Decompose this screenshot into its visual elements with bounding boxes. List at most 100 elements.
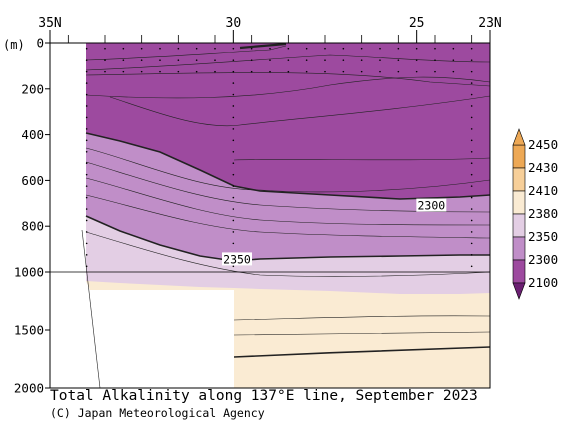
chart-title: Total Alkalinity along 137°E line, Septe… [50, 388, 478, 404]
sample-dot [159, 59, 161, 61]
colorbar-swatch [512, 190, 526, 215]
sample-dot [85, 128, 88, 130]
sample-dot [85, 196, 88, 199]
sample-dot [415, 59, 418, 61]
colorbar-extend-top [512, 128, 526, 146]
sample-dot [159, 70, 161, 73]
y-unit-label: (m) [3, 38, 25, 52]
contour-line [233, 315, 490, 321]
contour-line [233, 157, 490, 161]
sample-dot [104, 47, 106, 50]
sample-dot [195, 47, 198, 50]
sample-dot [104, 70, 106, 73]
contour-line [85, 147, 490, 193]
contour-line [109, 95, 490, 127]
sample-dot [177, 47, 180, 50]
sample-dot [470, 139, 473, 142]
sample-dot [232, 185, 235, 187]
colorbar-swatch [512, 236, 526, 261]
contour-line [85, 231, 490, 277]
contour-2300-line [85, 132, 490, 200]
sample-dot [85, 242, 88, 245]
sample-dot [232, 196, 235, 199]
sample-dot [232, 116, 235, 119]
colorbar-swatch [512, 213, 526, 238]
contour-line [85, 76, 490, 99]
sample-dot [232, 150, 235, 153]
contour-line [85, 54, 490, 71]
sample-dot [85, 231, 88, 233]
sample-dot [85, 93, 88, 96]
x-axis-labels: 35N 30 25 23N [38, 16, 502, 43]
sample-dot [434, 47, 436, 50]
sample-dot [324, 70, 326, 73]
y-tick-label: 200 [21, 81, 44, 96]
sample-dot [287, 47, 290, 50]
sample-dot [470, 208, 473, 210]
contour-label-bg [416, 198, 447, 212]
sample-dot [287, 70, 290, 73]
no-data-shelf [50, 43, 90, 290]
station-ticks [67, 35, 473, 43]
sample-dot [232, 139, 235, 142]
sample-dot [397, 47, 400, 50]
contour-label: 2300 [417, 199, 445, 213]
x-tick-label: 30 [226, 16, 242, 31]
contour-line [85, 72, 490, 87]
y-axis-labels: 0 200 400 600 800 1000 1500 2000 [14, 36, 50, 396]
sample-dot [470, 196, 473, 199]
sample-dot [232, 93, 235, 96]
sample-dot [232, 128, 235, 130]
sample-dot [360, 70, 363, 73]
sample-dot [342, 47, 345, 50]
sample-dot [140, 70, 143, 73]
sample-dot [452, 70, 455, 73]
sample-dot [269, 47, 271, 50]
sample-dot [140, 47, 143, 50]
x-tick-label: 25 [409, 16, 425, 31]
sample-dot [232, 82, 235, 84]
sample-dot [324, 59, 326, 61]
sample-dot [85, 185, 88, 187]
sample-dot [452, 59, 455, 61]
sample-dot [177, 70, 180, 73]
sample-dot [470, 162, 473, 165]
sample-dot [232, 59, 235, 61]
sample-dot [232, 265, 235, 268]
contour-line [85, 177, 490, 226]
sample-dot [470, 254, 473, 256]
y-tick-label: 2000 [14, 381, 44, 396]
sample-dot [287, 59, 290, 61]
sample-dot [305, 70, 308, 73]
sample-dot [269, 70, 271, 73]
sample-dot [470, 150, 473, 153]
sample-dot [232, 231, 235, 233]
sample-dot [470, 70, 473, 73]
contour-line [85, 45, 287, 61]
sample-dot [470, 47, 473, 50]
sample-dot [122, 59, 125, 61]
sample-dot [177, 59, 180, 61]
sample-dot [232, 162, 235, 165]
contour-2380-line [233, 346, 490, 358]
sample-dot [415, 70, 418, 73]
colorbar-label: 2300 [528, 252, 558, 267]
sample-dot [232, 173, 235, 176]
sample-dot [85, 139, 88, 142]
y-tick-label: 0 [36, 36, 44, 51]
sample-dot [470, 105, 473, 107]
sample-dot [85, 173, 88, 176]
sample-dot [342, 70, 345, 73]
sample-dot [159, 47, 161, 50]
contour-line [81, 229, 101, 388]
sample-dot [214, 47, 216, 50]
sample-dot [470, 82, 473, 84]
sample-dot [214, 59, 216, 61]
sample-dot [269, 59, 271, 61]
sample-dot [250, 59, 253, 61]
sample-dot [85, 150, 88, 153]
sample-dot [232, 105, 235, 107]
sample-dot [85, 219, 88, 222]
colorbar-label: 2450 [528, 137, 558, 152]
